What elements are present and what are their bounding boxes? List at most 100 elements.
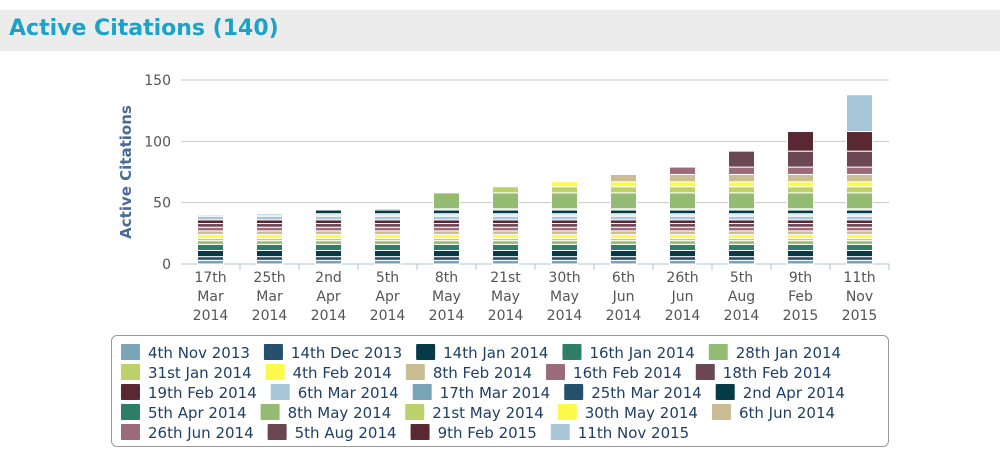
legend-item: 18th Feb 2014	[695, 364, 832, 382]
bar-segment	[197, 223, 224, 228]
legend-swatch	[711, 404, 731, 420]
bar-segment	[433, 240, 460, 245]
x-tick-label: 11th Nov 2015	[842, 270, 878, 324]
bar-segment	[846, 243, 873, 252]
bar-segment	[610, 250, 637, 258]
y-axis-title: Active Citations	[117, 105, 135, 239]
bar-stack	[610, 173, 637, 265]
bar-segment	[256, 240, 283, 245]
bar-segment	[256, 256, 283, 261]
bar-segment	[846, 192, 873, 210]
bar-segment	[610, 192, 637, 210]
bar-segment	[492, 215, 519, 221]
bar-segment	[610, 181, 637, 188]
x-tick-label: 8th May 2014	[429, 270, 465, 324]
bar-segment	[728, 219, 755, 225]
bar-stack	[315, 209, 342, 265]
bar-segment	[551, 230, 578, 236]
legend-label: 8th Feb 2014	[433, 364, 532, 382]
y-tick-label: 150	[144, 73, 171, 89]
bar-segment	[728, 230, 755, 236]
legend-swatch	[550, 424, 570, 440]
bar-segment	[256, 243, 283, 252]
bar-segment	[315, 234, 342, 239]
bar-segment	[669, 219, 696, 225]
bar-segment	[492, 192, 519, 210]
bar-segment	[669, 230, 696, 236]
bar-segment	[846, 256, 873, 261]
legend-swatch	[557, 404, 577, 420]
bar-segment	[669, 215, 696, 221]
bar-segment	[433, 230, 460, 236]
bar-segment	[551, 223, 578, 228]
legend-item: 14th Jan 2014	[416, 344, 548, 362]
bar-segment	[728, 226, 755, 232]
legend-swatch	[562, 344, 582, 360]
legend-label: 21st May 2014	[432, 404, 544, 422]
bar-segment	[256, 250, 283, 258]
bar-segment	[315, 209, 342, 215]
bar-segment	[610, 219, 637, 225]
legend-item: 2nd Apr 2014	[715, 384, 845, 402]
bar-segment	[728, 150, 755, 168]
bar-segment	[669, 223, 696, 228]
bar-segment	[374, 230, 401, 236]
bar-segment	[669, 181, 696, 188]
bar-segment	[787, 256, 814, 261]
x-tick-label: 17th Mar 2014	[193, 270, 229, 324]
legend-item: 25th Mar 2014	[564, 384, 702, 402]
legend-swatch	[416, 344, 436, 360]
bar-segment	[728, 173, 755, 183]
bar-segment	[315, 243, 342, 252]
bar-segment	[433, 226, 460, 232]
bar-segment	[256, 215, 283, 221]
legend-item: 4th Feb 2014	[265, 364, 392, 382]
bar-segment	[315, 259, 342, 265]
bar-segment	[492, 223, 519, 228]
legend-swatch	[267, 424, 287, 440]
bar-segment	[669, 209, 696, 215]
bar-segment	[669, 256, 696, 261]
bar-segment	[551, 243, 578, 252]
legend-swatch	[265, 364, 285, 380]
bar-segment	[374, 243, 401, 252]
bar-segment	[610, 186, 637, 194]
legend-label: 4th Feb 2014	[293, 364, 392, 382]
bar-segment	[728, 215, 755, 221]
bar-segment	[374, 240, 401, 245]
x-tick-label: 26th Jun 2014	[665, 270, 701, 324]
bar-segment	[551, 215, 578, 221]
bar-segment	[728, 243, 755, 252]
bar-segment	[492, 226, 519, 232]
bar-segment	[787, 192, 814, 210]
bar-segment	[610, 209, 637, 215]
legend-item: 4th Nov 2013	[121, 344, 250, 362]
bar-segment	[669, 250, 696, 258]
bar-segment	[197, 250, 224, 258]
bar-segment	[669, 259, 696, 265]
bar-segment	[787, 234, 814, 239]
legend-label: 26th Jun 2014	[148, 424, 254, 442]
bar-segment	[787, 181, 814, 188]
bar-segment	[846, 181, 873, 188]
bar-segment	[551, 181, 578, 188]
bar-segment	[787, 243, 814, 252]
legend-swatch	[546, 364, 566, 380]
bar-segment	[492, 240, 519, 245]
bar-segment	[610, 234, 637, 239]
bar-segment	[492, 259, 519, 265]
bar-segment	[787, 150, 814, 168]
bar-segment	[315, 219, 342, 225]
bar-segment	[610, 230, 637, 236]
bar-segment	[728, 192, 755, 210]
x-tick-label: 9th Feb 2015	[783, 270, 819, 324]
bar-segment	[787, 209, 814, 215]
bar-segment	[669, 243, 696, 252]
bar-segment	[197, 230, 224, 236]
y-tick-label: 50	[153, 196, 171, 212]
bar-segment	[610, 173, 637, 183]
legend-item: 8th Feb 2014	[405, 364, 532, 382]
bar-segment	[610, 226, 637, 232]
bar-segment	[846, 234, 873, 239]
x-tick-label: 2nd Apr 2014	[311, 270, 347, 324]
